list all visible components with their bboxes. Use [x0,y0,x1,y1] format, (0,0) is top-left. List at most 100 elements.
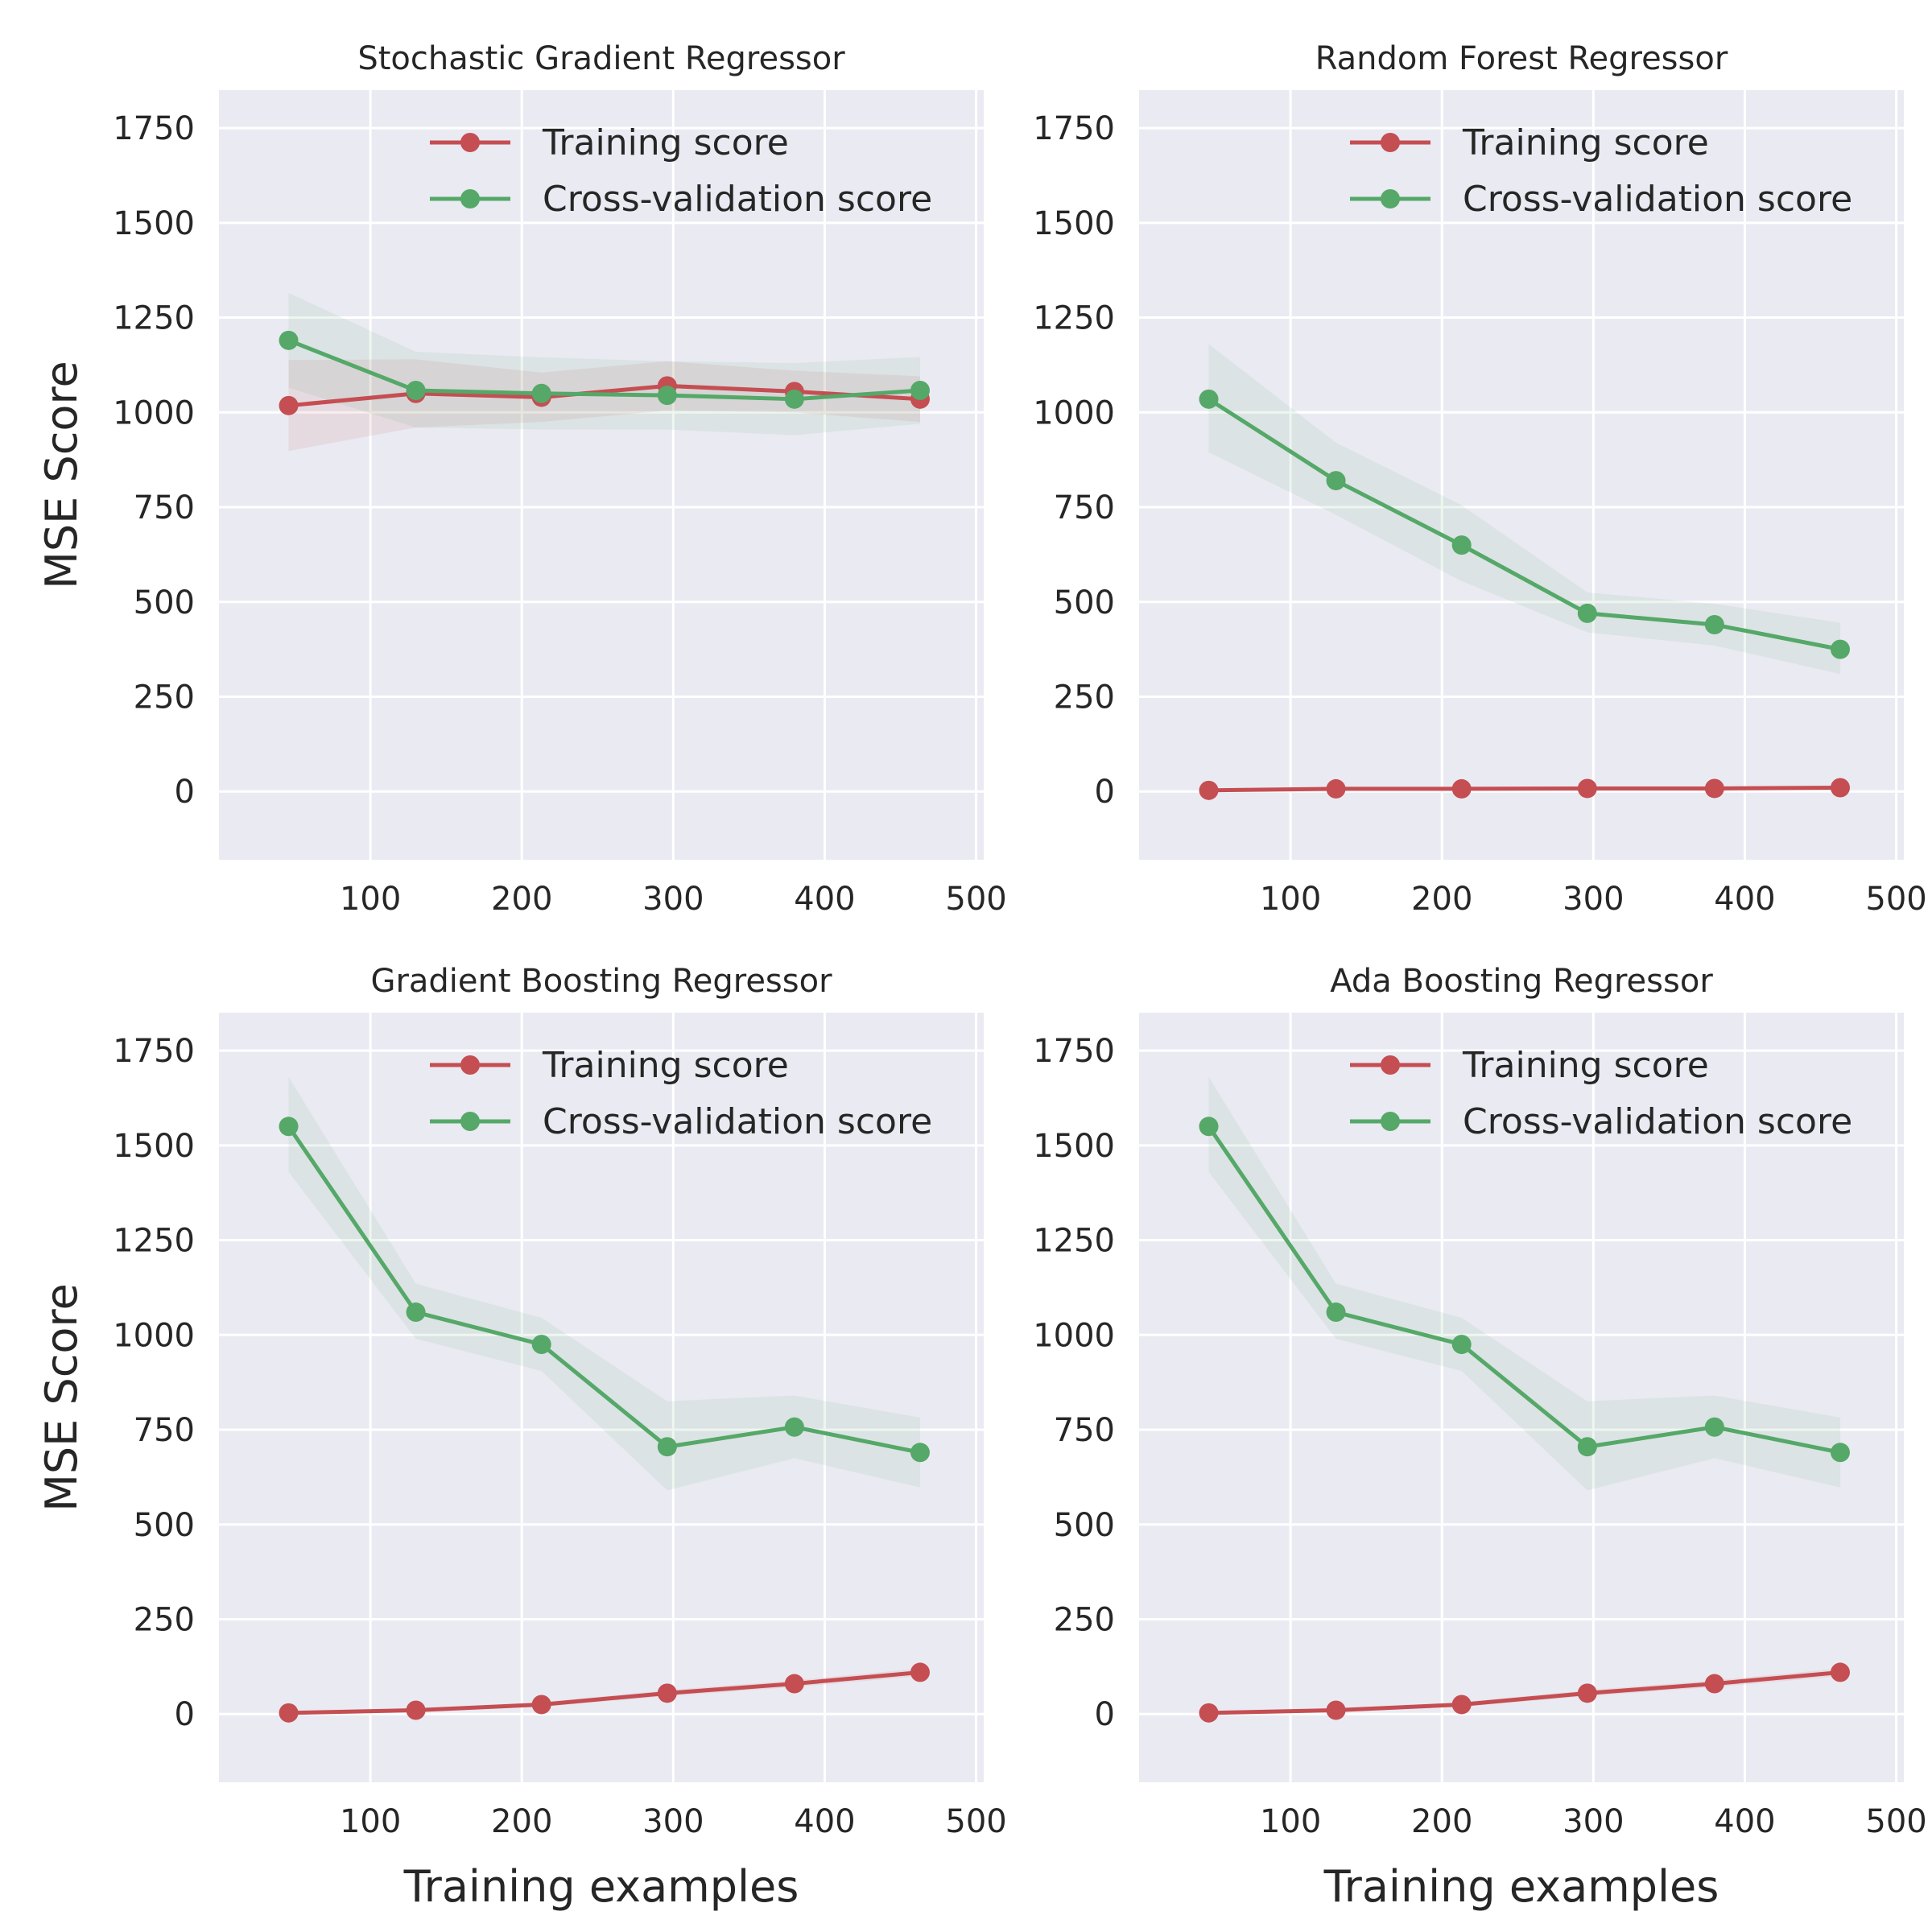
series-line [1208,1670,1841,1715]
series-cross-validation-score [1208,1077,1840,1491]
data-point [406,380,426,400]
data-point [1451,535,1472,555]
data-point [279,1117,299,1137]
data-point [531,1695,551,1715]
legend-label: Cross-validation score [543,1101,932,1142]
data-point [1577,1437,1597,1457]
data-point [1451,1695,1472,1715]
legend: Training score Cross-validation score [430,1045,932,1142]
x-tick-label: 400 [794,881,855,918]
legend-marker [460,1112,480,1131]
data-point [784,1674,804,1694]
y-tick-label: 1250 [113,300,195,337]
y-tick-label: 500 [134,1507,195,1544]
series-line [1207,1125,1841,1455]
series-training-score [288,359,920,452]
x-tick-label: 400 [1714,1803,1775,1840]
plot-area [219,1013,984,1782]
legend: Training score Cross-validation score [1350,1045,1852,1142]
y-tick-label: 750 [1054,489,1115,526]
data-point [531,383,551,403]
x-tick-label: 100 [1260,1803,1321,1840]
y-tick-label: 1750 [113,1033,195,1070]
legend-label: Training score [1462,122,1709,163]
data-point [784,1417,804,1437]
y-tick-label: 1000 [113,1317,195,1354]
legend-label: Training score [542,1045,789,1086]
legend: Training score Cross-validation score [430,122,932,220]
data-point [1451,778,1472,799]
y-tick-label: 0 [175,774,195,811]
series-line-training-score [1199,778,1850,800]
chart-panel-3: 100 200 300 400 500 0 250 500 750 1000 1250 1500 175… [36,963,1007,1912]
series-line [1208,786,1841,793]
plot-area [1139,1013,1904,1782]
series-line [287,338,921,402]
legend-label: Cross-validation score [1463,1101,1852,1142]
series-line-training-score [279,1662,930,1723]
data-point [910,1662,930,1682]
y-tick-label: 750 [134,1412,195,1449]
data-point [1199,1703,1219,1723]
y-tick-label: 1500 [1033,1128,1115,1165]
y-tick-label: 1250 [1033,1223,1115,1260]
legend-marker [460,189,480,208]
series-line [1208,397,1841,652]
x-tick-label: 500 [1865,881,1926,918]
x-tick-label: 200 [491,1803,552,1840]
confidence-band [1208,1077,1840,1491]
chart-panel-2: 100 200 300 400 500 0 250 500 750 1000 1250 1500 175… [1033,40,1927,918]
data-point [279,395,299,415]
series-line-cross-validation-score [1199,389,1850,659]
data-point [1326,1302,1346,1323]
x-tick-label: 200 [1411,881,1472,918]
y-tick-label: 250 [1054,1601,1115,1638]
legend-marker [1381,133,1400,152]
data-point [1704,778,1724,799]
legend-marker [460,1055,480,1075]
y-tick-label: 0 [1095,774,1115,811]
y-tick-label: 1000 [113,394,195,431]
data-point [1199,1117,1219,1137]
data-point [657,1683,677,1703]
data-point [1326,1700,1346,1720]
chart-title: Random Forest Regressor [1315,40,1728,77]
y-tick-label: 500 [134,584,195,621]
series-line [287,1125,921,1455]
series-line-training-score [1199,1662,1850,1723]
y-tick-label: 250 [134,1601,195,1638]
y-tick-label: 1500 [113,1128,195,1165]
chart-title: Stochastic Gradient Regressor [357,40,845,77]
x-tick-label: 300 [1563,881,1624,918]
legend-marker [460,133,480,152]
data-point [279,1703,299,1723]
data-point [657,386,677,406]
data-point [1704,1674,1724,1694]
chart-title: Gradient Boosting Regressor [370,963,832,1000]
x-tick-label: 100 [1260,881,1321,918]
y-axis-label: MSE Score [36,1283,87,1511]
y-tick-label: 250 [134,679,195,716]
y-tick-label: 750 [1054,1412,1115,1449]
data-point [1326,471,1346,491]
x-tick-label: 300 [642,881,704,918]
y-tick-label: 1750 [113,110,195,147]
series-line-cross-validation-score [1199,1117,1850,1463]
legend-label: Training score [542,122,789,163]
data-point [657,1437,677,1457]
series-line [288,1670,921,1715]
series-cross-validation-score [1208,344,1840,675]
x-tick-label: 300 [642,1803,704,1840]
y-tick-label: 1500 [1033,205,1115,242]
legend-marker [1381,189,1400,208]
data-point [1577,1683,1597,1703]
data-point [1326,778,1346,799]
plot-area [219,90,984,860]
x-tick-label: 100 [340,881,401,918]
data-point [1451,1335,1472,1355]
x-tick-label: 200 [491,881,552,918]
data-point [1199,389,1219,409]
data-point [910,1443,930,1463]
y-tick-label: 1750 [1033,1033,1115,1070]
